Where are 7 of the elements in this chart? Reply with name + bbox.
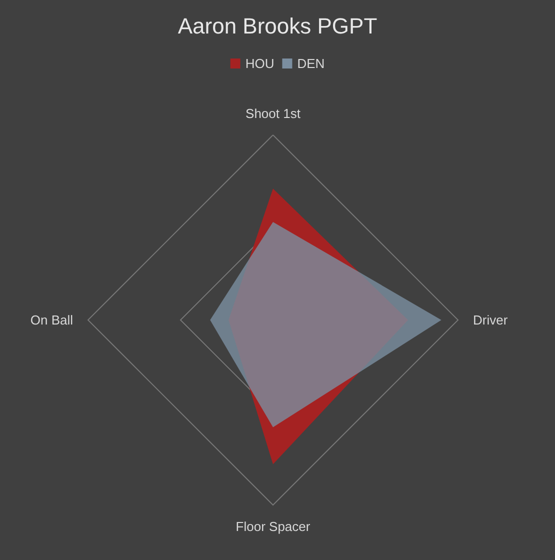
chart-title: Aaron Brooks PGPT: [178, 14, 378, 38]
legend-label: DEN: [297, 56, 325, 71]
spoke-label: Driver: [473, 312, 508, 328]
legend-label: HOU: [245, 56, 274, 71]
spoke-label: Shoot 1st: [246, 106, 301, 121]
spoke-label: Floor Spacer: [236, 519, 311, 534]
spoke-label: On Ball: [30, 312, 74, 328]
